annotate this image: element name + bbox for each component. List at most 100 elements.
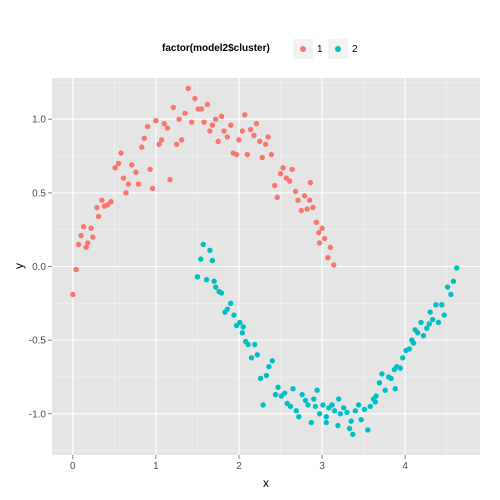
point-cluster-2-4 [207,247,213,254]
point-cluster-1-22 [133,169,139,175]
x-tick-label-0: 0 [70,461,76,472]
point-cluster-2-57 [365,427,371,433]
point-cluster-1-63 [253,120,260,127]
point-cluster-2-15 [239,330,246,336]
point-cluster-1-5 [83,244,89,251]
legend-label-2: 2 [352,44,358,55]
point-cluster-2-41 [316,411,323,417]
point-cluster-2-39 [311,396,317,402]
point-cluster-2-11 [227,300,234,307]
y-tick-label-2: 0.0 [32,262,46,273]
point-cluster-2-46 [331,408,338,414]
point-cluster-1-59 [242,112,248,118]
point-cluster-2-26 [272,391,279,398]
legend-label-1: 1 [317,44,323,55]
point-cluster-1-79 [301,193,308,199]
point-cluster-1-45 [201,119,207,125]
point-cluster-1-19 [123,190,129,196]
y-tick-label-3: 0.5 [32,188,46,199]
point-cluster-1-31 [159,137,165,143]
point-cluster-1-70 [274,194,280,200]
point-cluster-2-38 [308,419,314,426]
point-cluster-1-17 [118,150,124,156]
point-cluster-2-85 [448,291,454,298]
grid-major [52,78,480,455]
point-cluster-2-43 [323,419,329,426]
point-cluster-1-9 [94,204,100,211]
point-cluster-2-71 [406,346,413,352]
point-cluster-2-49 [341,405,347,411]
point-cluster-1-66 [262,141,269,147]
point-cluster-2-29 [281,390,288,396]
data-points [70,85,460,438]
point-cluster-1-57 [236,137,242,143]
point-cluster-1-42 [192,95,198,102]
point-cluster-1-91 [316,240,323,246]
point-cluster-1-24 [139,144,145,150]
point-cluster-2-82 [439,302,445,308]
point-cluster-1-0 [70,291,76,298]
point-cluster-2-97 [336,396,342,402]
point-cluster-2-5 [209,257,216,264]
point-cluster-2-48 [337,411,344,417]
point-cluster-1-11 [99,197,105,203]
point-cluster-1-18 [120,175,127,181]
point-cluster-1-2 [75,241,82,248]
point-cluster-2-34 [296,414,302,420]
point-cluster-2-88 [323,414,329,420]
point-cluster-2-12 [231,312,237,318]
point-cluster-1-84 [316,229,322,236]
point-cluster-1-64 [257,138,263,145]
point-cluster-1-36 [173,141,180,147]
point-cluster-2-65 [388,375,394,382]
point-cluster-1-4 [80,224,87,230]
point-cluster-1-47 [207,128,213,134]
point-cluster-2-93 [426,321,433,327]
point-cluster-2-80 [433,302,439,308]
point-cluster-2-3 [203,277,210,283]
point-cluster-1-76 [292,188,299,195]
point-cluster-2-27 [275,384,281,390]
point-cluster-1-80 [304,206,310,212]
y-axis-ticks: -1.0 -0.5 0.0 0.5 1.0 [29,115,52,420]
y-axis-title: y [12,263,26,269]
point-cluster-2-10 [224,306,231,312]
point-cluster-1-40 [185,85,191,92]
point-cluster-2-95 [211,278,217,284]
point-cluster-2-37 [305,402,311,408]
x-axis-ticks: 0 1 2 3 4 [70,455,408,472]
point-cluster-2-68 [397,365,403,371]
point-cluster-1-29 [153,118,159,124]
point-cluster-1-28 [149,185,156,192]
point-cluster-1-15 [112,165,118,171]
y-tick-label-0: -1.0 [29,409,47,420]
point-cluster-2-51 [346,425,353,432]
point-cluster-2-24 [266,363,272,370]
point-cluster-1-62 [251,132,257,139]
point-cluster-1-50 [215,138,221,145]
point-cluster-2-89 [348,418,354,424]
point-cluster-2-69 [400,355,406,361]
point-cluster-2-18 [248,355,255,361]
y-tick-label-4: 1.0 [32,115,46,126]
y-tick-label-1: -0.5 [29,336,47,347]
point-cluster-1-23 [135,181,142,187]
legend-title: factor(model2$cluster) [162,43,270,54]
point-cluster-2-58 [367,403,373,410]
point-cluster-2-78 [427,309,433,315]
point-cluster-1-44 [198,106,205,112]
point-cluster-1-7 [88,225,94,231]
x-tick-label-2: 2 [236,461,242,472]
point-cluster-1-30 [156,141,162,147]
point-cluster-2-77 [424,325,430,332]
point-cluster-1-38 [178,137,185,143]
point-cluster-1-14 [108,199,114,205]
point-cluster-2-61 [376,380,383,386]
point-cluster-1-86 [321,235,328,242]
point-cluster-1-10 [95,213,102,220]
point-cluster-2-55 [358,416,364,423]
point-cluster-1-78 [298,207,305,214]
point-cluster-1-49 [213,116,219,122]
point-cluster-2-22 [260,402,266,408]
